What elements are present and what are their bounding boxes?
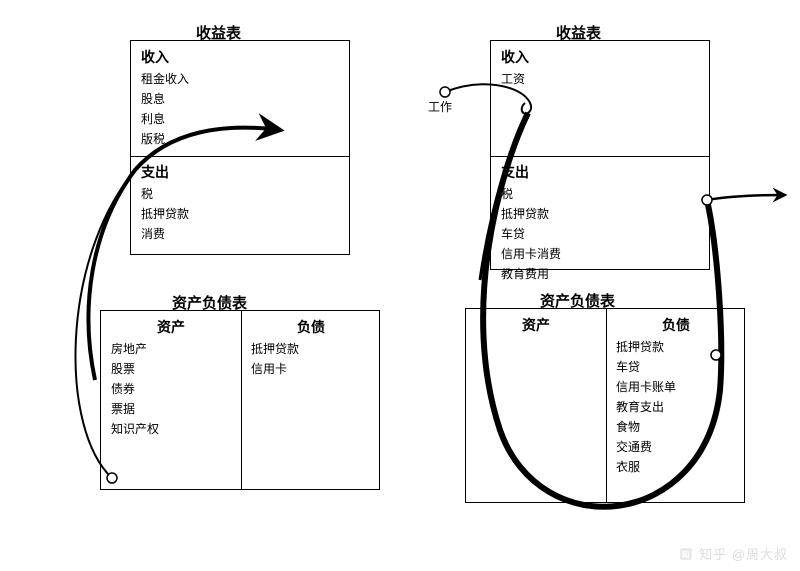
left-liab-header: 负债 <box>241 311 381 339</box>
right-income-item: 工资 <box>491 69 709 89</box>
right-income-header: 收入 <box>491 41 709 69</box>
right-expense-item: 教育费用 <box>491 264 709 284</box>
right-liability-item: 车贷 <box>606 357 746 377</box>
left-balance-box: 资产 房地产股票债券票据知识产权 负债 抵押贷款信用卡 <box>100 310 380 490</box>
work-label: 工作 <box>428 98 452 115</box>
zhihu-icon: 知 <box>679 547 693 561</box>
left-income-box: 收入 租金收入股息利息版税 支出 税抵押贷款消费 <box>130 40 350 255</box>
right-expense-item: 税 <box>491 184 709 204</box>
right-expense-header: 支出 <box>491 156 709 184</box>
left-assets-header: 资产 <box>101 311 241 339</box>
left-income-item: 租金收入 <box>131 69 349 89</box>
right-assets-header: 资产 <box>466 309 606 337</box>
right-expense-item: 抵押贷款 <box>491 204 709 224</box>
right-flow-out <box>707 195 785 200</box>
right-flow-start-dot <box>440 87 450 97</box>
left-expense-item: 消费 <box>131 224 349 244</box>
svg-text:知: 知 <box>682 548 690 558</box>
left-liability-item: 信用卡 <box>241 359 381 379</box>
diagram-canvas: 收益表 收入 租金收入股息利息版税 支出 税抵押贷款消费 资产负债表 资产 房地… <box>0 0 800 571</box>
left-income-header: 收入 <box>131 41 349 69</box>
right-liability-item: 信用卡账单 <box>606 377 746 397</box>
right-expense-item: 车贷 <box>491 224 709 244</box>
left-income-item: 版税 <box>131 129 349 149</box>
left-liability-item: 抵押贷款 <box>241 339 381 359</box>
right-liab-header: 负债 <box>606 309 746 337</box>
left-asset-item: 房地产 <box>101 339 241 359</box>
left-income-item: 股息 <box>131 89 349 109</box>
right-income-box: 收入 工资 支出 税抵押贷款车贷信用卡消费教育费用 <box>490 40 710 270</box>
right-expense-item: 信用卡消费 <box>491 244 709 264</box>
watermark: 知 知乎 @周大叔 <box>679 544 788 563</box>
left-expense-item: 税 <box>131 184 349 204</box>
left-expense-item: 抵押贷款 <box>131 204 349 224</box>
right-liability-item: 抵押贷款 <box>606 337 746 357</box>
watermark-text: 知乎 @周大叔 <box>699 544 788 563</box>
right-liability-item: 教育支出 <box>606 397 746 417</box>
left-asset-item: 知识产权 <box>101 419 241 439</box>
right-liability-item: 食物 <box>606 417 746 437</box>
left-income-item: 利息 <box>131 109 349 129</box>
left-asset-item: 票据 <box>101 399 241 419</box>
right-liability-item: 衣服 <box>606 457 746 477</box>
right-liability-item: 交通费 <box>606 437 746 457</box>
left-asset-item: 债券 <box>101 379 241 399</box>
left-expense-header: 支出 <box>131 156 349 184</box>
left-asset-item: 股票 <box>101 359 241 379</box>
right-balance-box: 资产 负债 抵押贷款车贷信用卡账单教育支出食物交通费衣服 <box>465 308 745 503</box>
